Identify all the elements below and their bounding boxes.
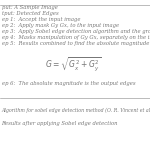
Text: $G = \sqrt{G_x^{2}+G_y^{2}}$: $G = \sqrt{G_x^{2}+G_y^{2}}$: [45, 56, 101, 74]
Text: Results after applying Sobel edge detection: Results after applying Sobel edge detect…: [2, 121, 118, 126]
Text: ep 4:  Masks manipulation of Gy Gx, separately on the input image: ep 4: Masks manipulation of Gy Gx, separ…: [2, 35, 150, 40]
Text: Algorithm for sobel edge detection method (O. R. Vincent et al, 2009): Algorithm for sobel edge detection metho…: [2, 107, 150, 112]
Text: ep 1:  Accept the input image: ep 1: Accept the input image: [2, 17, 80, 22]
Text: ep 5:  Results combined to find the absolute magnitude of the gradient: ep 5: Results combined to find the absol…: [2, 41, 150, 46]
Text: tput: Detected Edges: tput: Detected Edges: [2, 11, 58, 16]
Text: ep 2:  Apply mask Gy Gx, to the input image: ep 2: Apply mask Gy Gx, to the input ima…: [2, 23, 119, 28]
Text: ep 6:  The absolute magnitude is the output edges: ep 6: The absolute magnitude is the outp…: [2, 81, 135, 86]
Text: put: A Sample Image: put: A Sample Image: [2, 5, 57, 10]
Text: ep 3:  Apply Sobel edge detection algorithm and the gradient: ep 3: Apply Sobel edge detection algorit…: [2, 29, 150, 34]
